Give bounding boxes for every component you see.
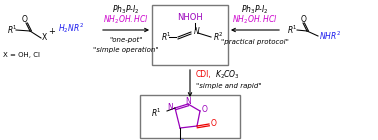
Text: $R^2$: $R^2$ — [213, 31, 224, 43]
Text: +: + — [48, 27, 56, 37]
Text: $H_2NR^2$: $H_2NR^2$ — [58, 21, 84, 35]
Text: NHOH: NHOH — [177, 13, 203, 23]
Text: $K_2CO_3$: $K_2CO_3$ — [215, 69, 240, 81]
Text: O: O — [211, 120, 217, 129]
Bar — [140, 95, 240, 138]
Text: $Ph_3P\text{-}I_2$: $Ph_3P\text{-}I_2$ — [112, 4, 140, 16]
Text: O: O — [202, 106, 208, 115]
Text: $Ph_3P\text{-}I_2$: $Ph_3P\text{-}I_2$ — [241, 4, 269, 16]
Text: $R^1$: $R^1$ — [287, 24, 298, 36]
Text: CDI,: CDI, — [196, 71, 212, 80]
Text: "simple and rapid": "simple and rapid" — [196, 83, 262, 89]
Text: $R^2$: $R^2$ — [175, 138, 186, 140]
Text: $NH_2OH.HCl$: $NH_2OH.HCl$ — [232, 14, 278, 26]
Text: $NHR^2$: $NHR^2$ — [319, 30, 341, 42]
Text: "practical protocol": "practical protocol" — [221, 39, 289, 45]
Text: N: N — [167, 103, 173, 113]
Text: "simple operation": "simple operation" — [93, 47, 159, 53]
Text: O: O — [22, 16, 28, 24]
Text: "one-pot": "one-pot" — [109, 37, 143, 43]
Text: $R^1$: $R^1$ — [151, 107, 162, 119]
Text: O: O — [301, 15, 307, 24]
Text: $N$: $N$ — [193, 24, 200, 36]
Text: $R^1$: $R^1$ — [161, 31, 172, 43]
Text: X: X — [42, 33, 47, 43]
Text: N: N — [185, 96, 191, 106]
Bar — [152, 5, 228, 65]
Text: X = OH, Cl: X = OH, Cl — [3, 52, 40, 58]
Text: $R^1$: $R^1$ — [7, 24, 18, 36]
Text: $NH_2OH.HCl$: $NH_2OH.HCl$ — [103, 14, 149, 26]
